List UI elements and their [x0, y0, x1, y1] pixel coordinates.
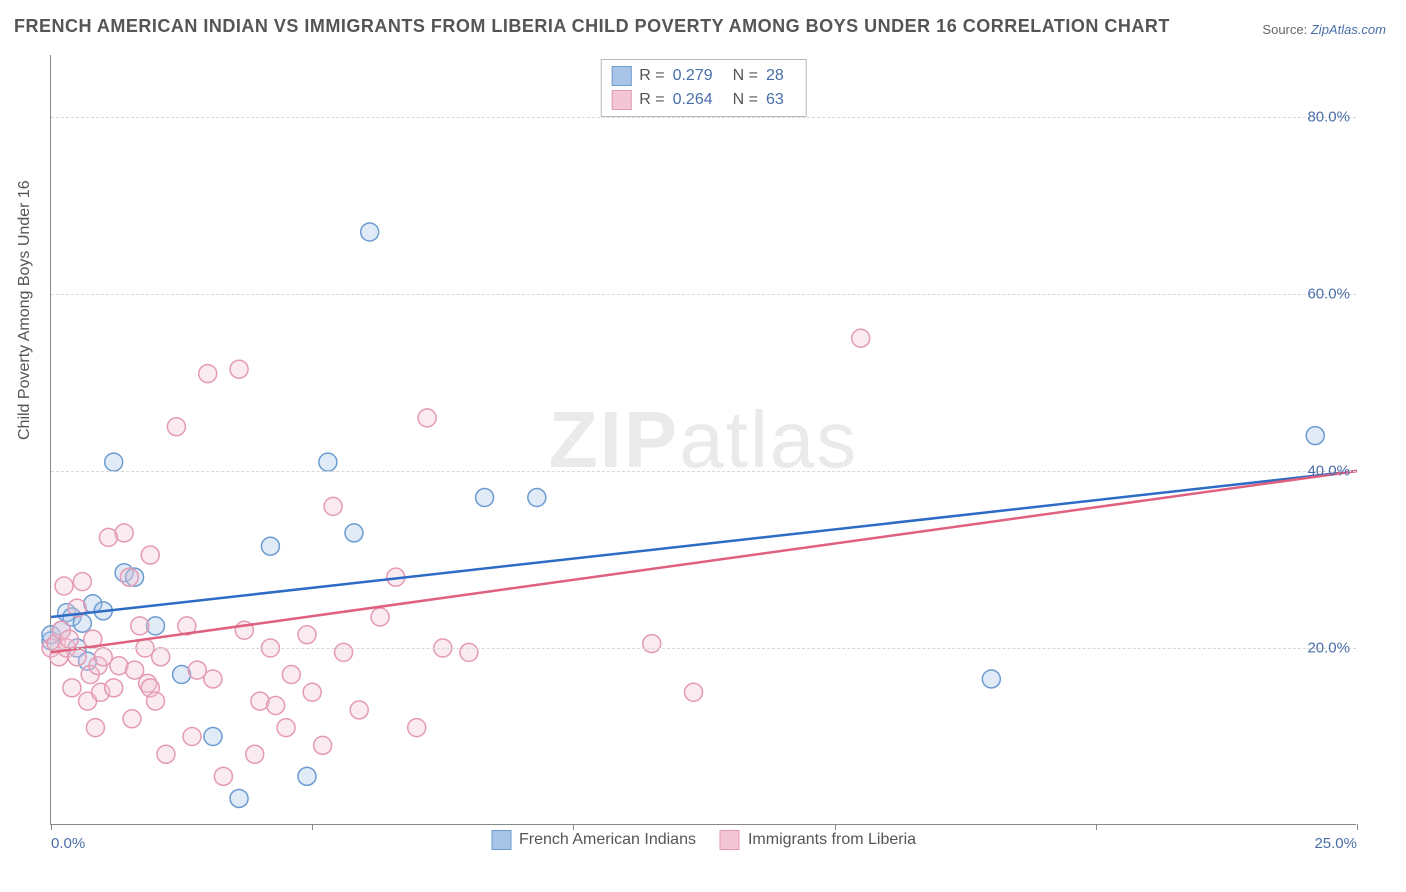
scatter-point — [476, 489, 494, 507]
scatter-point — [167, 418, 185, 436]
legend-swatch — [611, 90, 631, 110]
legend-n-label: N = — [733, 91, 758, 109]
x-tick — [835, 824, 836, 830]
legend-swatch — [491, 830, 511, 850]
scatter-point — [214, 767, 232, 785]
x-tick — [1096, 824, 1097, 830]
scatter-point — [157, 745, 175, 763]
legend-series-label: French American Indians — [519, 831, 696, 849]
scatter-point — [131, 617, 149, 635]
plot-area: ZIPatlas R =0.279N =28R =0.264N =63 Fren… — [50, 55, 1356, 825]
scatter-point — [418, 409, 436, 427]
y-tick-label: 40.0% — [1307, 462, 1350, 479]
scatter-point — [146, 692, 164, 710]
source-attribution: Source: ZipAtlas.com — [1262, 22, 1386, 37]
scatter-point — [361, 223, 379, 241]
scatter-point — [982, 670, 1000, 688]
grid-line-h — [51, 294, 1356, 295]
legend-correlation: R = 0.279 N = 28 R = 0.264 N = 63 — [600, 59, 807, 117]
y-tick-label: 80.0% — [1307, 108, 1350, 125]
legend-series-label: Immigrants from Liberia — [748, 831, 916, 849]
scatter-point — [277, 719, 295, 737]
scatter-point — [86, 719, 104, 737]
legend-r-value: 0.279 — [673, 67, 713, 85]
scatter-point — [528, 489, 546, 507]
x-tick — [1357, 824, 1358, 830]
legend-correlation-row: R = 0.264 N = 63 — [611, 88, 796, 112]
source-link[interactable]: ZipAtlas.com — [1311, 22, 1386, 37]
scatter-point — [282, 666, 300, 684]
source-label: Source: — [1262, 22, 1307, 37]
scatter-point — [643, 635, 661, 653]
legend-swatch — [611, 66, 631, 86]
legend-r-value: 0.264 — [673, 91, 713, 109]
trend-line — [51, 471, 1357, 652]
scatter-point — [371, 608, 389, 626]
scatter-point — [105, 453, 123, 471]
scatter-point — [230, 360, 248, 378]
scatter-point — [261, 537, 279, 555]
legend-series-item: Immigrants from Liberia — [720, 830, 916, 850]
legend-r-label: R = — [639, 91, 664, 109]
scatter-point — [246, 745, 264, 763]
scatter-point — [183, 727, 201, 745]
scatter-point — [324, 497, 342, 515]
y-tick-label: 60.0% — [1307, 285, 1350, 302]
trend-line — [51, 471, 1357, 617]
scatter-point — [123, 710, 141, 728]
plot-svg — [51, 55, 1356, 824]
scatter-point — [115, 524, 133, 542]
x-tick-label: 0.0% — [51, 835, 85, 852]
legend-series-item: French American Indians — [491, 830, 696, 850]
scatter-point — [303, 683, 321, 701]
grid-line-h — [51, 117, 1356, 118]
x-tick — [51, 824, 52, 830]
scatter-point — [298, 767, 316, 785]
scatter-point — [298, 626, 316, 644]
scatter-point — [408, 719, 426, 737]
chart-container: FRENCH AMERICAN INDIAN VS IMMIGRANTS FRO… — [0, 0, 1406, 892]
scatter-point — [852, 329, 870, 347]
scatter-point — [152, 648, 170, 666]
chart-title: FRENCH AMERICAN INDIAN VS IMMIGRANTS FRO… — [14, 16, 1170, 37]
x-tick — [312, 824, 313, 830]
scatter-point — [345, 524, 363, 542]
scatter-point — [199, 365, 217, 383]
scatter-point — [204, 727, 222, 745]
scatter-point — [55, 577, 73, 595]
scatter-point — [1306, 427, 1324, 445]
scatter-point — [350, 701, 368, 719]
scatter-point — [319, 453, 337, 471]
legend-series: French American Indians Immigrants from L… — [491, 830, 916, 850]
legend-r-label: R = — [639, 67, 664, 85]
scatter-point — [685, 683, 703, 701]
scatter-point — [204, 670, 222, 688]
legend-n-value: 63 — [766, 91, 784, 109]
scatter-point — [63, 679, 81, 697]
scatter-point — [105, 679, 123, 697]
legend-swatch — [720, 830, 740, 850]
y-tick-label: 20.0% — [1307, 639, 1350, 656]
grid-line-h — [51, 648, 1356, 649]
scatter-point — [460, 643, 478, 661]
x-tick — [573, 824, 574, 830]
x-tick-label: 25.0% — [1314, 835, 1357, 852]
legend-n-label: N = — [733, 67, 758, 85]
scatter-point — [60, 630, 78, 648]
grid-line-h — [51, 471, 1356, 472]
scatter-point — [73, 573, 91, 591]
scatter-point — [120, 568, 138, 586]
scatter-point — [230, 789, 248, 807]
legend-correlation-row: R = 0.279 N = 28 — [611, 64, 796, 88]
scatter-point — [335, 643, 353, 661]
y-axis-label: Child Poverty Among Boys Under 16 — [16, 180, 34, 440]
scatter-point — [267, 697, 285, 715]
scatter-point — [314, 736, 332, 754]
legend-n-value: 28 — [766, 67, 784, 85]
scatter-point — [141, 546, 159, 564]
